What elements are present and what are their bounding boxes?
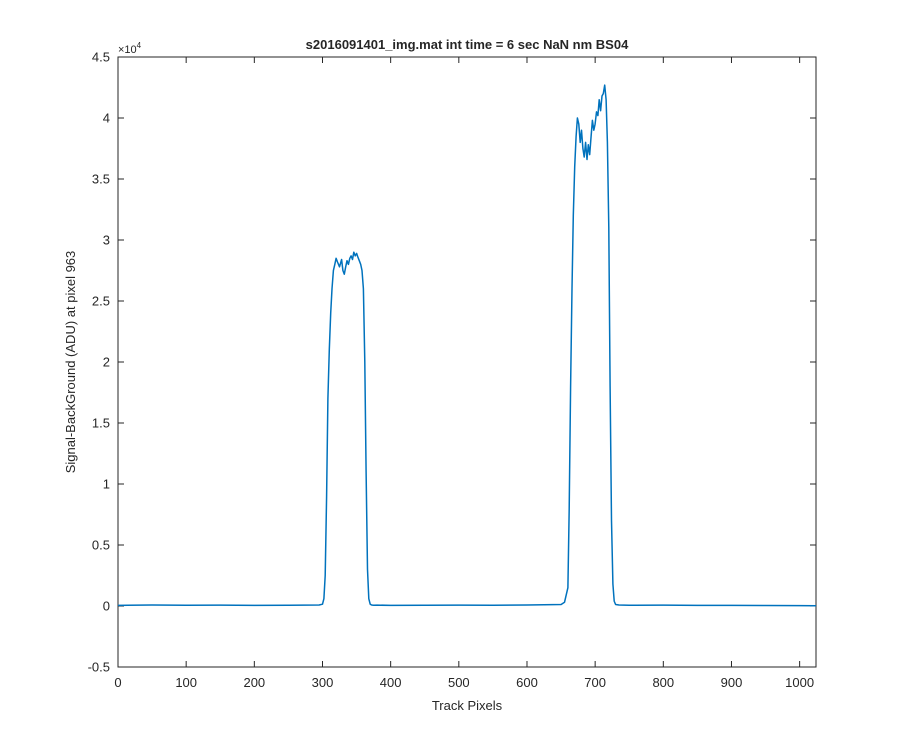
exponent-base: ×10 xyxy=(118,44,137,56)
y-tick-label: 0.5 xyxy=(92,538,110,553)
x-tick-label: 100 xyxy=(175,675,197,690)
x-tick-label: 400 xyxy=(380,675,402,690)
x-tick-label: 0 xyxy=(114,675,121,690)
x-axis-label: Track Pixels xyxy=(432,698,503,713)
x-tick-label: 1000 xyxy=(785,675,814,690)
axis-ticks xyxy=(117,56,816,668)
x-tick-label: 700 xyxy=(584,675,606,690)
y-tick-label: -0.5 xyxy=(88,660,110,675)
y-tick-label: 2 xyxy=(103,355,110,370)
y-axis-label: Signal-BackGround (ADU) at pixel 963 xyxy=(63,251,78,474)
x-tick-label: 900 xyxy=(721,675,743,690)
x-tick-label: 500 xyxy=(448,675,470,690)
plot-area xyxy=(117,56,817,668)
x-tick-label: 300 xyxy=(312,675,334,690)
y-tick-label: 1.5 xyxy=(92,416,110,431)
x-tick-label: 600 xyxy=(516,675,538,690)
x-tick-label: 800 xyxy=(652,675,674,690)
y-tick-label: 3 xyxy=(103,233,110,248)
y-tick-label: 3.5 xyxy=(92,172,110,187)
series-line xyxy=(117,84,817,607)
y-tick-label: 4 xyxy=(103,111,110,126)
y-axis-exponent: ×104 xyxy=(118,41,142,56)
chart-title: s2016091401_img.mat int time = 6 sec NaN… xyxy=(306,37,629,52)
axis-tick-labels: 0 100 200 300 400 500 600 700 800 900 1000 -0.5 0 0.5… xyxy=(88,50,815,691)
y-tick-label: 1 xyxy=(103,477,110,492)
y-tick-label: 4.5 xyxy=(92,50,110,65)
y-tick-label: 0 xyxy=(103,599,110,614)
y-tick-label: 2.5 xyxy=(92,294,110,309)
x-tick-label: 200 xyxy=(243,675,265,690)
exponent-power: 4 xyxy=(137,41,142,50)
